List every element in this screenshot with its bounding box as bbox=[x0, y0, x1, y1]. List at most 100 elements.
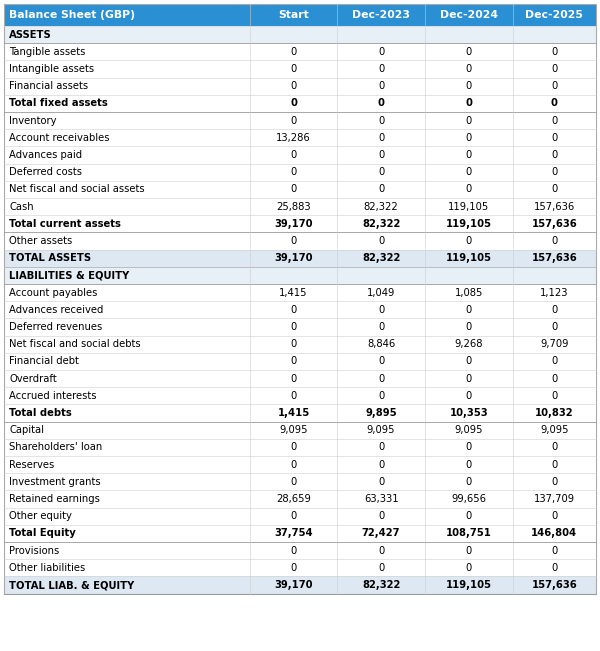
Text: 0: 0 bbox=[551, 184, 557, 195]
Text: 1,415: 1,415 bbox=[279, 288, 308, 298]
Text: Dec-2023: Dec-2023 bbox=[352, 10, 410, 20]
Bar bbox=[4, 232, 596, 249]
Text: 8,846: 8,846 bbox=[367, 339, 395, 349]
Text: 0: 0 bbox=[378, 64, 384, 74]
Text: Retained earnings: Retained earnings bbox=[9, 494, 100, 504]
Text: 13,286: 13,286 bbox=[276, 133, 311, 143]
Text: 10,832: 10,832 bbox=[535, 408, 574, 418]
Text: Investment grants: Investment grants bbox=[9, 477, 101, 487]
Text: 0: 0 bbox=[551, 443, 557, 452]
Bar bbox=[4, 77, 596, 95]
Text: Tangible assets: Tangible assets bbox=[9, 47, 85, 57]
Text: 0: 0 bbox=[466, 47, 472, 57]
Text: 0: 0 bbox=[378, 133, 384, 143]
Text: ASSETS: ASSETS bbox=[9, 29, 52, 40]
Bar bbox=[4, 336, 596, 353]
Text: Net fiscal and social assets: Net fiscal and social assets bbox=[9, 184, 145, 195]
Text: 0: 0 bbox=[466, 563, 472, 573]
Text: 0: 0 bbox=[551, 98, 558, 109]
Text: 0: 0 bbox=[378, 81, 384, 91]
Text: 0: 0 bbox=[378, 546, 384, 555]
Text: 0: 0 bbox=[551, 356, 557, 367]
Bar bbox=[4, 439, 596, 456]
Text: 157,636: 157,636 bbox=[532, 219, 577, 229]
Text: 0: 0 bbox=[290, 322, 296, 332]
Bar bbox=[4, 456, 596, 473]
Text: 119,105: 119,105 bbox=[446, 253, 492, 263]
Text: 0: 0 bbox=[466, 133, 472, 143]
Text: 119,105: 119,105 bbox=[448, 202, 490, 212]
Text: Total current assets: Total current assets bbox=[9, 219, 121, 229]
Text: 0: 0 bbox=[290, 339, 296, 349]
Text: 108,751: 108,751 bbox=[446, 529, 491, 538]
Text: 0: 0 bbox=[466, 322, 472, 332]
Text: 10,353: 10,353 bbox=[449, 408, 488, 418]
Text: 0: 0 bbox=[551, 391, 557, 401]
Text: 0: 0 bbox=[290, 167, 296, 177]
Text: 0: 0 bbox=[378, 443, 384, 452]
Text: 28,659: 28,659 bbox=[276, 494, 311, 504]
Bar bbox=[4, 284, 596, 301]
Text: 0: 0 bbox=[378, 477, 384, 487]
Text: Deferred revenues: Deferred revenues bbox=[9, 322, 102, 332]
Text: 39,170: 39,170 bbox=[274, 580, 313, 590]
Text: 0: 0 bbox=[290, 356, 296, 367]
Text: Provisions: Provisions bbox=[9, 546, 59, 555]
Text: 72,427: 72,427 bbox=[362, 529, 400, 538]
Text: 82,322: 82,322 bbox=[362, 253, 400, 263]
Text: 25,883: 25,883 bbox=[276, 202, 311, 212]
Text: Intangible assets: Intangible assets bbox=[9, 64, 94, 74]
Bar bbox=[4, 112, 596, 129]
Text: 157,636: 157,636 bbox=[532, 253, 577, 263]
Bar bbox=[4, 387, 596, 404]
Text: 9,095: 9,095 bbox=[279, 425, 308, 436]
Bar bbox=[4, 301, 596, 318]
Text: 0: 0 bbox=[551, 64, 557, 74]
Text: 0: 0 bbox=[551, 150, 557, 160]
Text: 0: 0 bbox=[290, 116, 296, 126]
Text: 9,268: 9,268 bbox=[454, 339, 483, 349]
Text: 82,322: 82,322 bbox=[362, 219, 400, 229]
Text: 0: 0 bbox=[466, 116, 472, 126]
Text: Dec-2024: Dec-2024 bbox=[440, 10, 498, 20]
Bar bbox=[4, 163, 596, 181]
Text: 0: 0 bbox=[466, 305, 472, 315]
Text: 157,636: 157,636 bbox=[532, 580, 577, 590]
Bar bbox=[4, 353, 596, 370]
Text: 0: 0 bbox=[551, 322, 557, 332]
Text: 0: 0 bbox=[551, 81, 557, 91]
Text: 0: 0 bbox=[378, 322, 384, 332]
Bar bbox=[4, 473, 596, 490]
Text: 0: 0 bbox=[466, 356, 472, 367]
Bar bbox=[4, 525, 596, 542]
Text: 0: 0 bbox=[290, 374, 296, 383]
Text: Financial assets: Financial assets bbox=[9, 81, 88, 91]
Text: 0: 0 bbox=[466, 546, 472, 555]
Text: 119,105: 119,105 bbox=[446, 219, 492, 229]
Text: 1,049: 1,049 bbox=[367, 288, 395, 298]
Text: Accrued interests: Accrued interests bbox=[9, 391, 97, 401]
Text: 0: 0 bbox=[551, 511, 557, 521]
Text: 0: 0 bbox=[466, 150, 472, 160]
Text: 0: 0 bbox=[377, 98, 385, 109]
Text: 0: 0 bbox=[551, 546, 557, 555]
Bar bbox=[4, 146, 596, 163]
Text: Total Equity: Total Equity bbox=[9, 529, 76, 538]
Text: 0: 0 bbox=[378, 184, 384, 195]
Bar bbox=[4, 576, 596, 594]
Text: 0: 0 bbox=[466, 391, 472, 401]
Text: 0: 0 bbox=[551, 47, 557, 57]
Text: 0: 0 bbox=[551, 305, 557, 315]
Text: 0: 0 bbox=[378, 236, 384, 246]
Text: 82,322: 82,322 bbox=[362, 580, 400, 590]
Bar bbox=[4, 198, 596, 215]
Bar bbox=[4, 542, 596, 559]
Text: 0: 0 bbox=[466, 477, 472, 487]
Text: 0: 0 bbox=[551, 116, 557, 126]
Text: 0: 0 bbox=[551, 236, 557, 246]
Text: Financial debt: Financial debt bbox=[9, 356, 79, 367]
Text: 0: 0 bbox=[466, 443, 472, 452]
Bar bbox=[4, 249, 596, 267]
Bar bbox=[4, 4, 596, 26]
Text: Other assets: Other assets bbox=[9, 236, 72, 246]
